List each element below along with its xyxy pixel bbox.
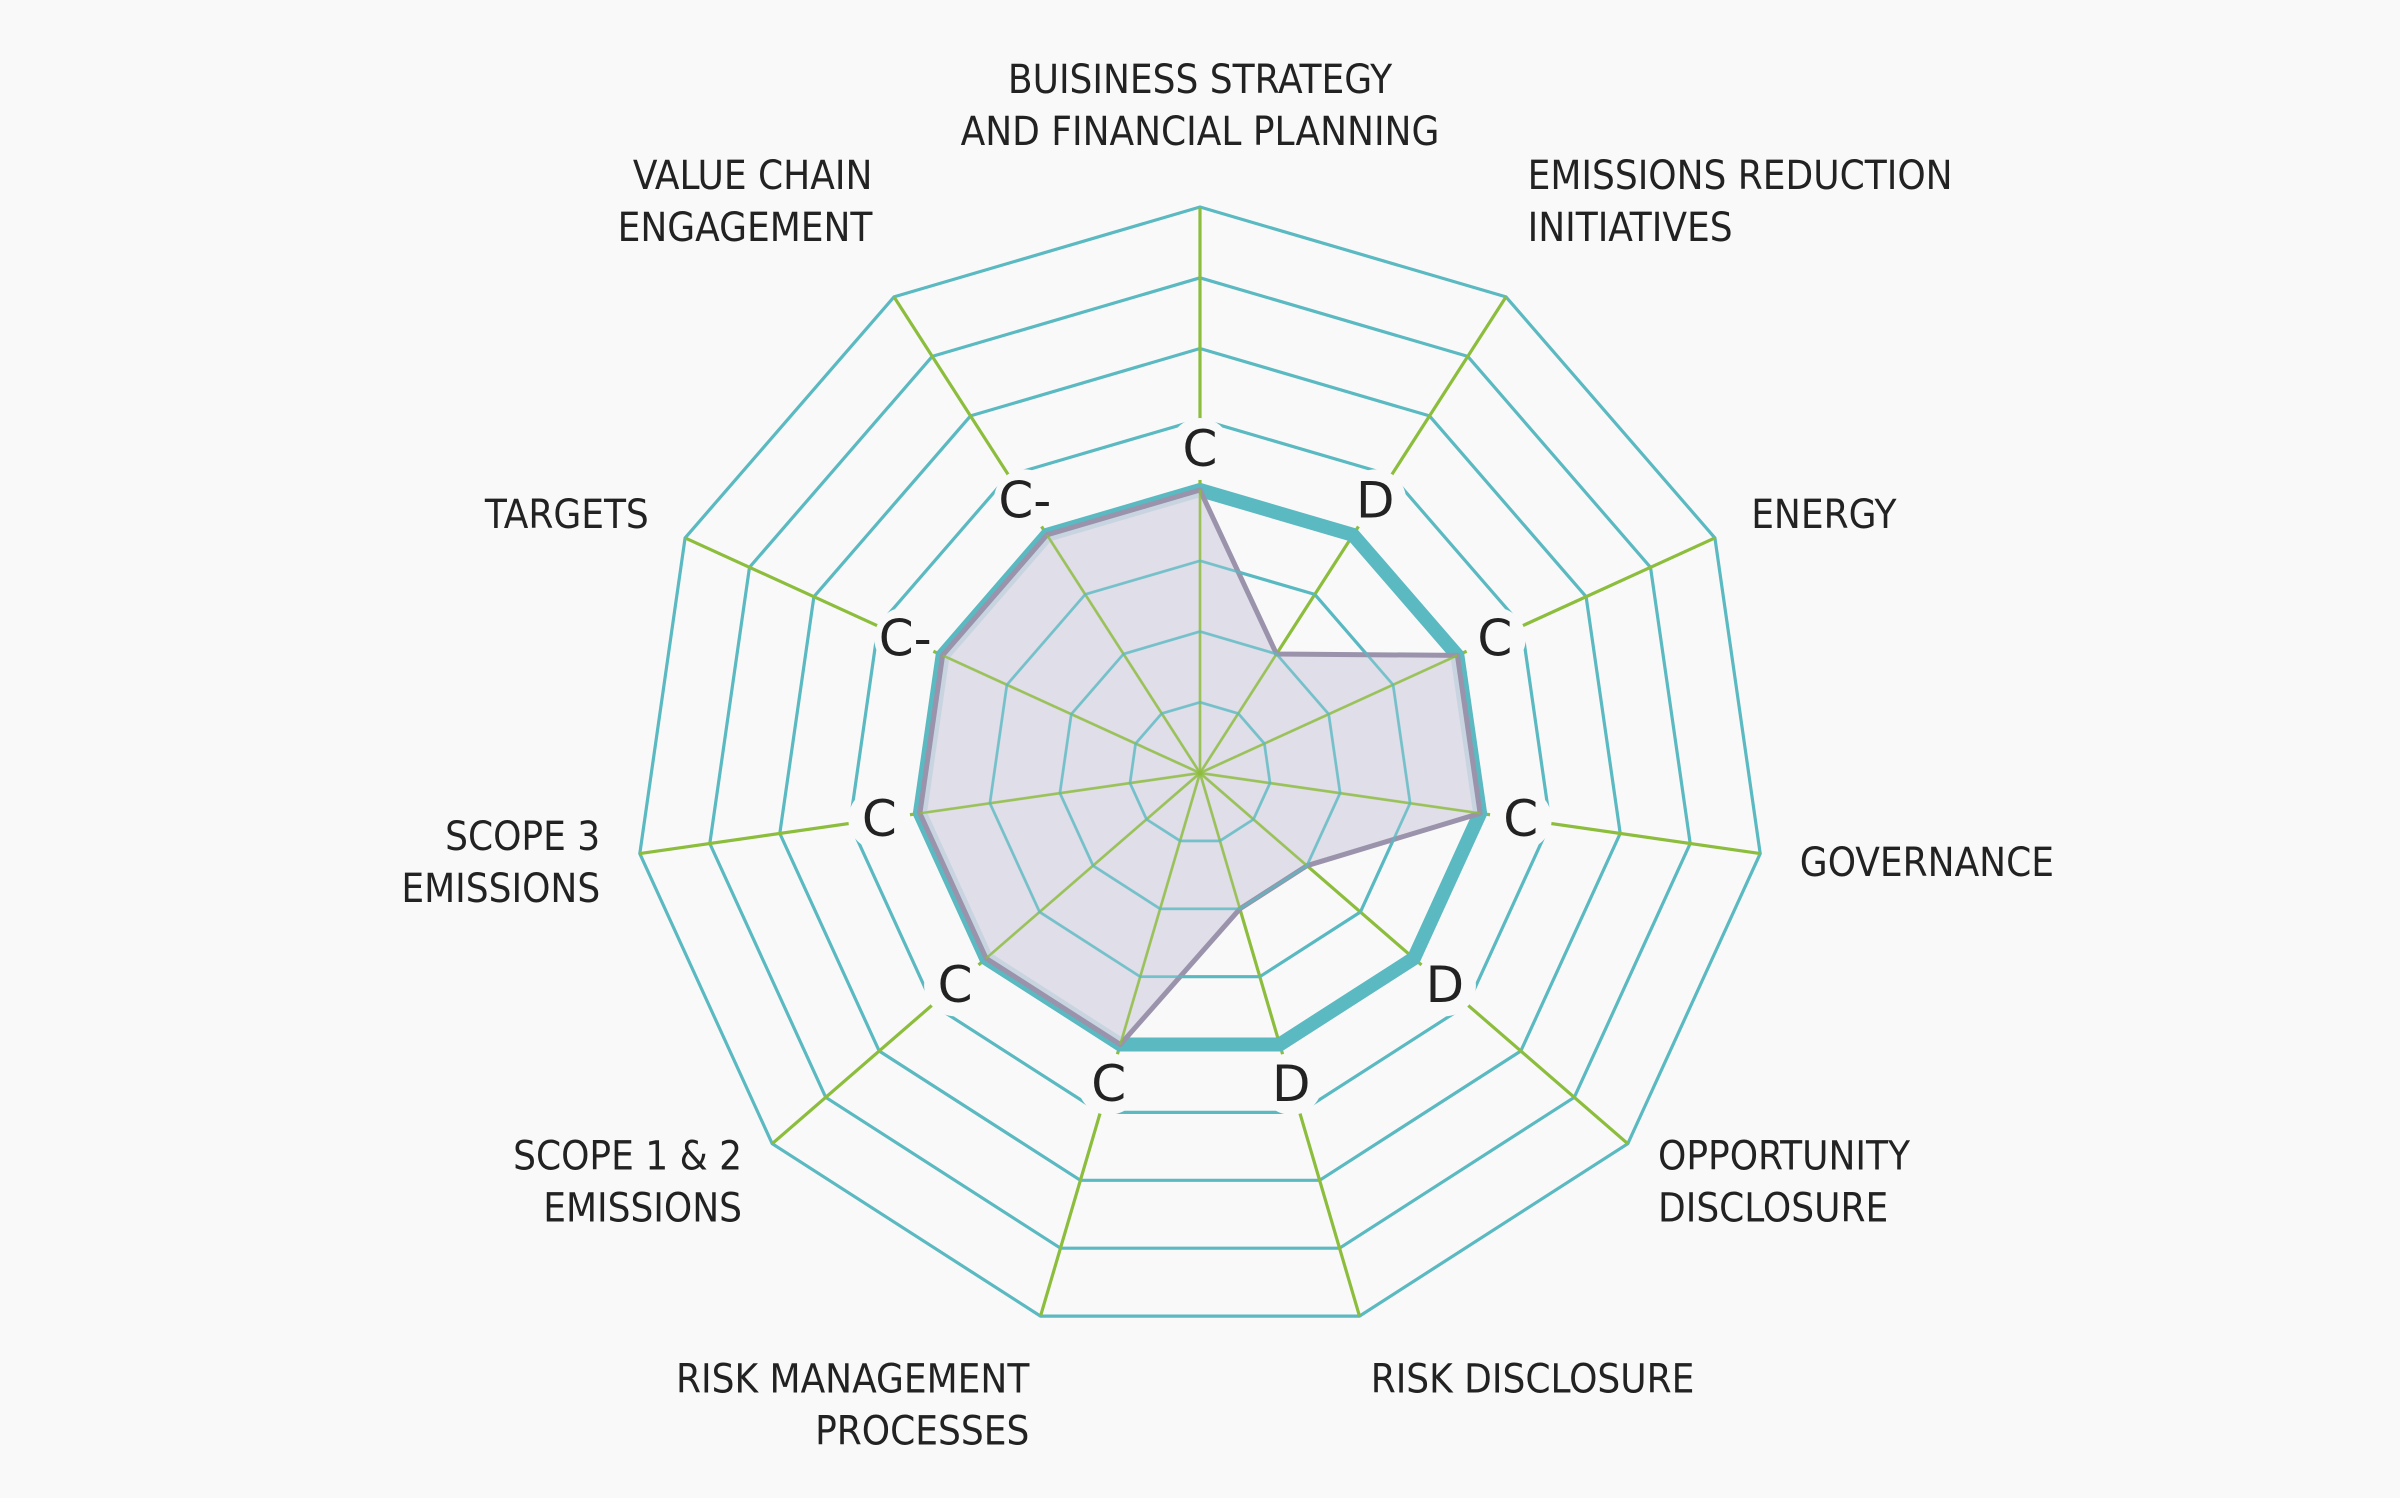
axis-labels: BUISINESS STRATEGY AND FINANCIAL PLANNING… <box>401 57 2054 1455</box>
grade-label-2: C <box>1477 609 1512 667</box>
axis-label-line: ENERGY <box>1751 492 1897 538</box>
axis-label-line: AND FINANCIAL PLANNING <box>961 109 1440 155</box>
axis-label-line: EMISSIONS REDUCTION <box>1528 153 1953 199</box>
grade-label-4: D <box>1426 956 1465 1014</box>
grid-ring-6 <box>778 346 1622 1182</box>
axis-label-8: SCOPE 3 EMISSIONS <box>401 814 600 912</box>
grade-label-5: D <box>1272 1055 1311 1113</box>
grade-knockout-6 <box>1077 1052 1140 1115</box>
axis-label-line: ENGAGEMENT <box>618 205 874 251</box>
axis-label-9: TARGETS <box>484 492 649 538</box>
axis-label-4: OPPORTUNITY DISCLOSURE <box>1658 1134 1911 1232</box>
axis-label-line: EMISSIONS <box>401 866 600 912</box>
axis-label-line: GOVERNANCE <box>1800 840 2054 886</box>
axis-label-7: SCOPE 1 & 2 EMISSIONS <box>513 1134 742 1232</box>
grade-knockout-5 <box>1260 1052 1323 1115</box>
axis-label-6: RISK MANAGEMENT PROCESSES <box>676 1357 1030 1455</box>
grade-knockout-9 <box>874 607 937 670</box>
grid-ring-8 <box>638 205 1762 1318</box>
axis-label-2: ENERGY <box>1751 492 1897 538</box>
axis-label-line: OPPORTUNITY <box>1658 1134 1911 1180</box>
grade-knockout-0 <box>1169 418 1231 480</box>
grid-ring-overlay-2 <box>1058 630 1342 911</box>
grade-label-6: C <box>1091 1055 1126 1113</box>
grid-ring-overlay-1 <box>1128 700 1272 843</box>
grade-label-9: C- <box>879 609 932 667</box>
axis-label-line: BUISINESS STRATEGY <box>1008 57 1393 103</box>
axis-label-line: RISK DISCLOSURE <box>1371 1357 1695 1403</box>
axis-label-line: DISCLOSURE <box>1658 1186 1888 1232</box>
axis-label-line: PROCESSES <box>815 1409 1029 1455</box>
grade-label-7: C <box>938 956 973 1014</box>
axis-label-line: SCOPE 1 & 2 <box>513 1134 742 1180</box>
axis-label-line: RISK MANAGEMENT <box>676 1357 1030 1403</box>
axis-label-3: GOVERNANCE <box>1800 840 2054 886</box>
grade-knockout-3 <box>1489 788 1552 851</box>
axis-label-line: EMISSIONS <box>543 1186 742 1232</box>
axis-label-5: RISK DISCLOSURE <box>1371 1357 1695 1403</box>
grade-knockout-10 <box>993 469 1056 532</box>
axis-label-0: BUISINESS STRATEGY AND FINANCIAL PLANNING <box>961 57 1440 155</box>
grade-knockout-8 <box>848 788 911 851</box>
grade-knockout-7 <box>924 954 987 1017</box>
grade-labels: C D C C D D C C C C- C- <box>848 418 1552 1115</box>
grade-label-1: D <box>1356 471 1395 529</box>
axis-label-line: TARGETS <box>484 492 649 538</box>
axis-label-1: EMISSIONS REDUCTION INITIATIVES <box>1528 153 1953 251</box>
grade-knockout-2 <box>1463 607 1526 670</box>
grid-ring-7 <box>708 276 1692 1250</box>
axis-label-10: VALUE CHAIN ENGAGEMENT <box>618 153 874 251</box>
grade-label-3: C <box>1503 790 1538 848</box>
grade-knockout-1 <box>1344 469 1407 532</box>
grid-ring-overlay-3 <box>988 559 1412 979</box>
grade-label-8: C <box>862 790 897 848</box>
grade-knockout-4 <box>1413 954 1476 1017</box>
axis-label-line: SCOPE 3 <box>445 814 600 860</box>
grid-ring-5 <box>848 417 1552 1115</box>
grade-label-0: C <box>1183 420 1218 478</box>
axis-label-line: VALUE CHAIN <box>633 153 873 199</box>
grade-label-10: C- <box>998 471 1051 529</box>
axis-label-line: INITIATIVES <box>1528 205 1733 251</box>
radar-series <box>912 483 1488 1052</box>
